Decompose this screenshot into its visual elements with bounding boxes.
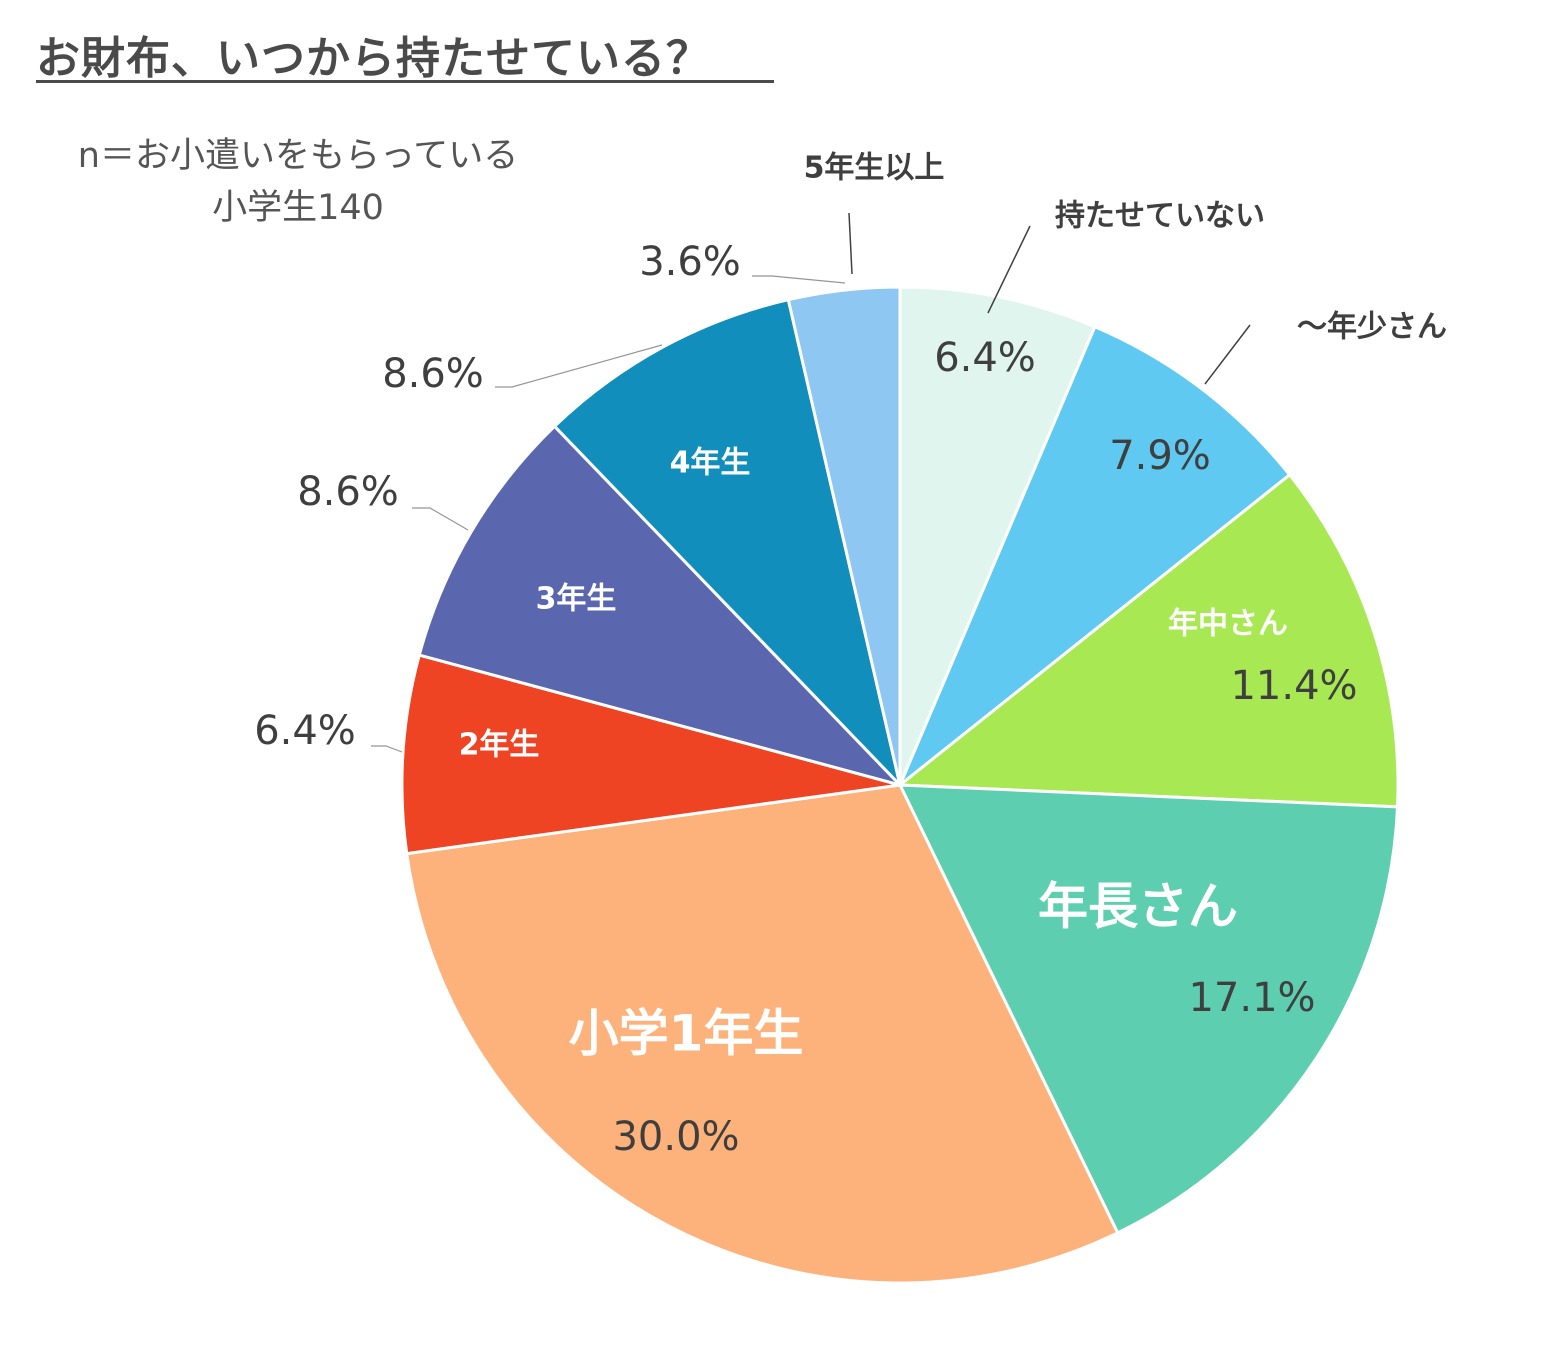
slice-1-leader-line xyxy=(987,225,1031,314)
slice-5-category-label: 小学1年生 xyxy=(569,1005,804,1063)
slice-1-percent-label: 6.4% xyxy=(934,335,1036,381)
slice-9-percent-label: 3.6% xyxy=(639,239,741,285)
slice-5-wedge xyxy=(405,783,1120,1285)
slice-6-percent-label: 6.4% xyxy=(254,708,356,754)
slice-6-wedge xyxy=(400,653,902,856)
sample-size-note: n＝お小遣いをもらっている 小学生140 xyxy=(58,130,538,234)
slice-1-category-label: 持たせていない xyxy=(1055,199,1265,234)
slice-7-leader-line xyxy=(412,507,469,531)
chart-title: お財布、いつから持たせている？ xyxy=(36,33,711,84)
slice-8-category-label: 4年生 xyxy=(670,446,751,481)
slice-7-category-label: 3年生 xyxy=(536,582,617,617)
slice-9-category-label: 5年生以上 xyxy=(804,151,945,186)
slice-7-wedge xyxy=(417,424,902,787)
slice-4-category-label: 年長さん xyxy=(1038,878,1238,936)
slice-3-wedge xyxy=(898,473,1400,809)
title-underline xyxy=(36,80,774,83)
slice-8-percent-label: 8.6% xyxy=(382,351,484,397)
leader-lines xyxy=(371,212,1251,753)
slice-6-leader-line xyxy=(371,745,403,753)
slice-9-leader-line-2 xyxy=(848,212,853,275)
slice-2-category-label: ～年少さん xyxy=(1297,310,1447,345)
pie-slices xyxy=(400,285,1400,1285)
slice-9-leader-line xyxy=(752,275,846,284)
slice-2-leader-line xyxy=(1204,324,1251,385)
slice-3-percent-label: 11.4% xyxy=(1230,663,1357,709)
slice-9-wedge xyxy=(786,285,902,787)
slice-2-wedge xyxy=(898,325,1292,787)
sample-note-line-1: n＝お小遣いをもらっている xyxy=(77,136,519,176)
sample-note-line-2: 小学生140 xyxy=(212,188,384,228)
slice-1-wedge xyxy=(898,285,1097,787)
slice-8-leader-line xyxy=(495,344,663,388)
slice-7-percent-label: 8.6% xyxy=(297,469,399,515)
slice-8-wedge xyxy=(553,298,902,787)
slice-4-percent-label: 17.1% xyxy=(1188,975,1315,1021)
slice-labels: 持たせていない 6.4% ～年少さん 7.9% 年中さん 11.4% 年長さん 17.1% 小学… xyxy=(254,151,1447,1161)
slice-5-percent-label: 30.0% xyxy=(612,1114,739,1160)
slice-3-category-label: 年中さん xyxy=(1168,607,1288,642)
slice-4-wedge xyxy=(898,783,1400,1235)
slice-6-category-label: 2年生 xyxy=(459,728,540,763)
slice-2-percent-label: 7.9% xyxy=(1109,433,1211,479)
